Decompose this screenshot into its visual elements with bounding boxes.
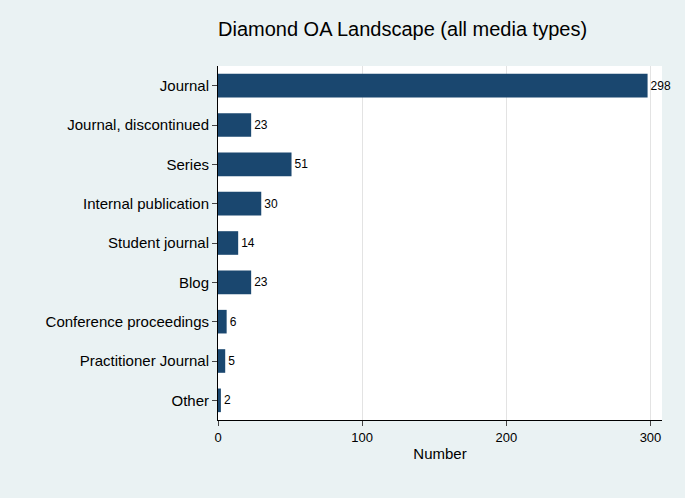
svg-text:0: 0 <box>214 430 221 445</box>
svg-text:30: 30 <box>264 197 278 211</box>
svg-text:Conference proceedings: Conference proceedings <box>46 313 209 330</box>
svg-text:Internal publication: Internal publication <box>83 195 209 212</box>
svg-text:5: 5 <box>228 354 235 368</box>
svg-text:Student journal: Student journal <box>108 234 209 251</box>
svg-text:Other: Other <box>171 392 209 409</box>
svg-text:Series: Series <box>166 156 209 173</box>
svg-text:23: 23 <box>254 118 268 132</box>
svg-text:Diamond OA Landscape (all medi: Diamond OA Landscape (all media types) <box>218 18 587 40</box>
svg-text:Practitioner Journal: Practitioner Journal <box>80 352 209 369</box>
svg-text:Blog: Blog <box>179 274 209 291</box>
svg-text:2: 2 <box>224 393 231 407</box>
svg-text:200: 200 <box>495 430 517 445</box>
svg-text:300: 300 <box>640 430 662 445</box>
svg-text:23: 23 <box>254 275 268 289</box>
svg-text:298: 298 <box>651 79 671 93</box>
svg-text:100: 100 <box>351 430 373 445</box>
svg-text:Journal: Journal <box>160 77 209 94</box>
svg-text:Number: Number <box>413 445 466 462</box>
svg-text:51: 51 <box>295 157 309 171</box>
svg-text:14: 14 <box>241 236 255 250</box>
svg-text:Journal, discontinued: Journal, discontinued <box>67 116 209 133</box>
svg-text:6: 6 <box>230 315 237 329</box>
